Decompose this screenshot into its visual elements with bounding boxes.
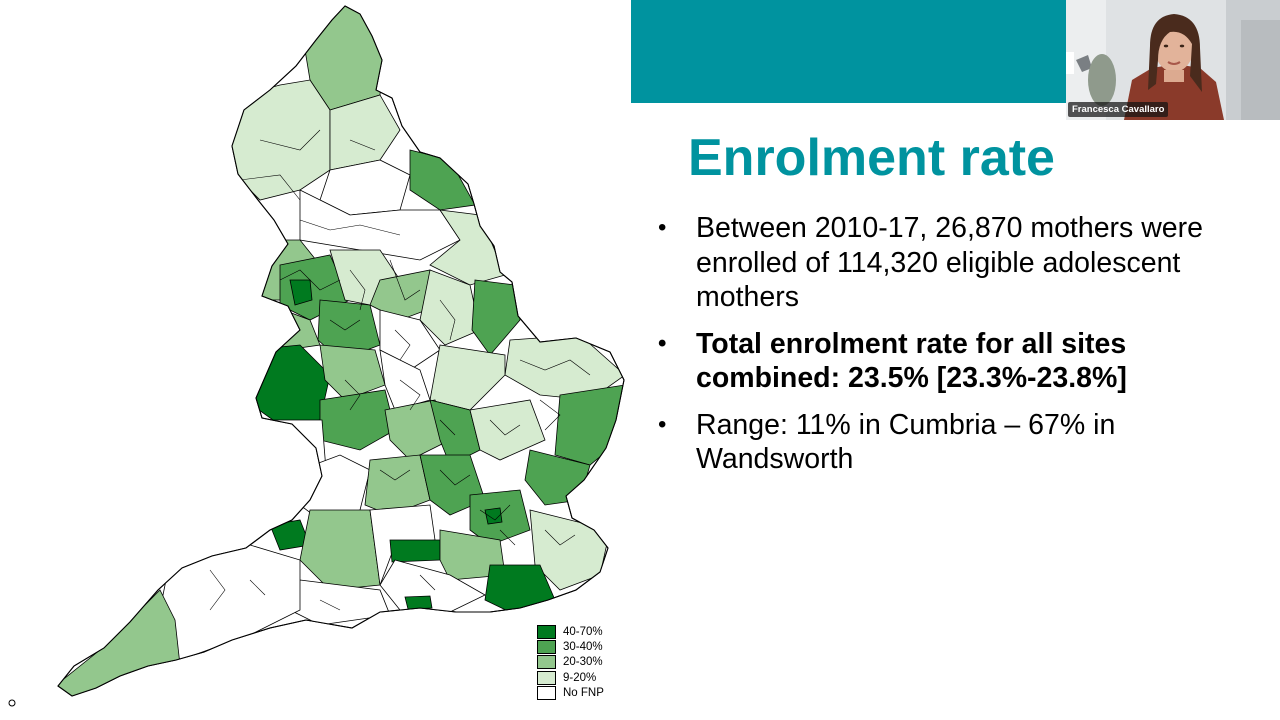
legend-label: 40-70%: [563, 625, 603, 638]
slide-title: Enrolment rate: [688, 129, 1055, 187]
region-tyne: [329, 94, 401, 171]
legend-item: 30-40%: [537, 639, 627, 655]
legend-label: 30-40%: [563, 641, 603, 654]
legend-swatch: [537, 624, 556, 639]
region-buckinghamshire: [419, 454, 486, 516]
region-cornwall: [58, 589, 181, 696]
isles-of-scilly: [8, 699, 16, 707]
england-choropleth-map: 40-70% 30-40% 20-30% 9-20% No FNP: [0, 0, 631, 720]
region-surrey: [439, 529, 506, 581]
bullet-text: Range: 11% in Cumbria – 67% in Wandswort…: [696, 408, 1116, 476]
legend-label: 20-30%: [563, 656, 603, 669]
bullet-marker: •: [658, 214, 667, 241]
region-bedfordshire: [469, 399, 546, 461]
region-wandsworth: [484, 507, 503, 525]
region-isle-of-wight: [404, 595, 433, 610]
webcam-tile[interactable]: Francesca Cavallaro: [1066, 0, 1280, 120]
region-cambridgeshire: [429, 344, 506, 411]
map-regions: [58, 6, 624, 696]
bullet-item-total-rate: • Total enrolment rate for all sites com…: [656, 327, 1256, 396]
bullet-marker: •: [658, 410, 667, 438]
bullet-text: Between 2010-17, 26,870 mothers were enr…: [696, 212, 1203, 313]
region-lincolnshire: [419, 269, 481, 346]
legend-label: 9-20%: [563, 671, 597, 684]
region-liverpool: [289, 279, 313, 306]
region-nottinghamshire: [379, 309, 441, 371]
legend-swatch: [537, 655, 556, 670]
legend-item: 20-30%: [537, 655, 627, 670]
legend-item: 9-20%: [537, 670, 627, 685]
region-staffordshire: [319, 344, 386, 401]
map-svg: [8, 5, 625, 707]
map-legend: 40-70% 30-40% 20-30% 9-20% No FNP: [537, 624, 627, 701]
legend-swatch: [537, 670, 556, 685]
participant-name-label: Francesca Cavallaro: [1068, 102, 1169, 117]
region-berkshire: [389, 539, 441, 563]
bullet-list: • Between 2010-17, 26,870 mothers were e…: [656, 211, 1256, 489]
england-outline-stroke: [57, 5, 625, 697]
legend-label: No FNP: [563, 687, 604, 700]
legend-item: No FNP: [537, 686, 627, 701]
bullet-item-enrolled: • Between 2010-17, 26,870 mothers were e…: [656, 211, 1256, 315]
bullet-marker: •: [658, 329, 667, 357]
region-devon: [159, 544, 301, 661]
bullet-text: Total enrolment rate for all sites combi…: [696, 327, 1127, 395]
webcam-video: [1066, 0, 1280, 120]
legend-swatch: [537, 640, 556, 655]
region-lincoln-coast: [471, 279, 521, 356]
district-boundaries: [209, 129, 591, 611]
legend-item: 40-70%: [537, 624, 627, 639]
bullet-item-range: • Range: 11% in Cumbria – 67% in Wandswo…: [656, 408, 1256, 477]
legend-swatch: [537, 686, 556, 701]
